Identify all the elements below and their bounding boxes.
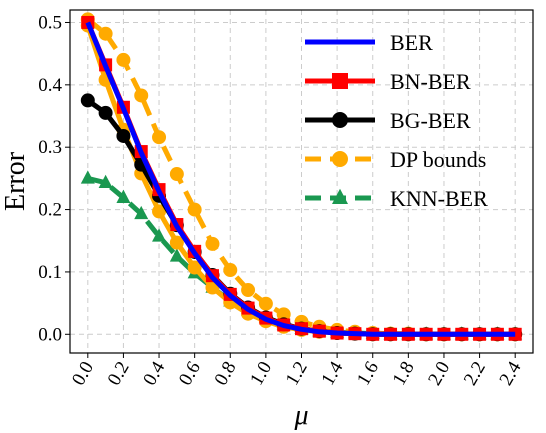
data-point <box>116 52 131 67</box>
data-point <box>187 202 202 217</box>
data-point <box>98 105 113 120</box>
data-point <box>80 93 95 108</box>
data-point <box>205 236 220 251</box>
data-point <box>169 235 184 250</box>
legend-item: KNN-BER <box>305 186 488 211</box>
y-tick-label: 0.3 <box>38 137 62 158</box>
y-tick-label: 0.0 <box>38 324 62 345</box>
x-tick-label: 1.2 <box>282 358 312 389</box>
x-tick-label: 0.4 <box>139 358 169 390</box>
data-point <box>80 170 95 184</box>
series-line <box>85 21 516 337</box>
series-0 <box>85 21 516 337</box>
x-tick-label: 0.0 <box>68 358 98 389</box>
x-tick-label: 0.6 <box>175 358 205 389</box>
data-point <box>169 167 184 182</box>
grid <box>70 10 533 353</box>
y-tick-label: 0.2 <box>38 200 62 221</box>
legend-item: BG-BER <box>305 108 471 133</box>
y-tick-label: 0.1 <box>38 262 62 283</box>
x-tick-label: 2.4 <box>495 358 525 390</box>
legend-marker <box>332 188 348 204</box>
data-point <box>152 130 167 145</box>
x-tick-label: 2.0 <box>424 358 454 389</box>
data-point <box>258 296 273 311</box>
legend-label: BER <box>390 30 433 55</box>
data-point <box>276 307 291 322</box>
data-point <box>187 260 202 275</box>
data-point <box>134 88 149 103</box>
x-tick-label: 1.6 <box>353 358 383 389</box>
x-tick-label: 1.8 <box>389 358 419 389</box>
y-tick-label: 0.4 <box>38 75 62 96</box>
data-point <box>116 189 131 203</box>
legend: BER BN-BER BG-BER DP bounds KNN-BER <box>305 30 488 211</box>
data-point <box>116 128 131 143</box>
data-point <box>98 174 113 188</box>
x-tick-label: 1.4 <box>317 358 347 390</box>
x-axis-title: μ <box>293 400 308 431</box>
y-axis-title: Error <box>0 151 31 211</box>
legend-label: BN-BER <box>390 69 471 94</box>
legend-marker <box>332 73 348 89</box>
legend-label: DP bounds <box>390 147 486 172</box>
data-point <box>98 26 113 41</box>
legend-item: BER <box>305 30 433 55</box>
legend-marker <box>332 112 348 128</box>
data-point <box>223 263 238 278</box>
x-tick-label: 0.2 <box>104 358 134 389</box>
data-point <box>241 283 256 298</box>
x-tick-label: 1.0 <box>246 358 276 389</box>
legend-marker <box>332 151 348 167</box>
data-point <box>169 248 184 262</box>
y-tick-label: 0.5 <box>38 12 62 33</box>
x-tick-label: 0.8 <box>211 358 241 389</box>
x-tick-label: 2.2 <box>460 358 490 389</box>
legend-item: BN-BER <box>305 69 471 94</box>
data-point <box>152 228 167 242</box>
data-point <box>134 205 149 220</box>
data-point <box>152 204 167 219</box>
plot-series <box>80 12 523 342</box>
legend-label: BG-BER <box>390 108 471 133</box>
legend-label: KNN-BER <box>390 186 488 211</box>
legend-item: DP bounds <box>305 147 486 172</box>
